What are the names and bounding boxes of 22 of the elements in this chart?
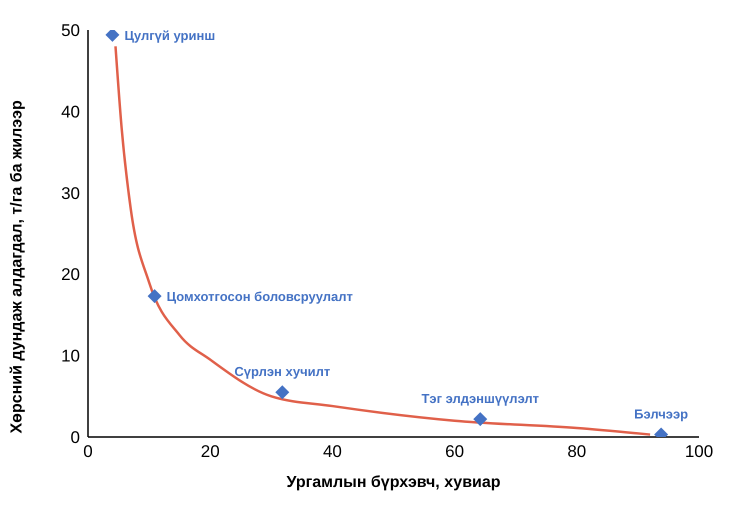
annotation: Бэлчээр <box>634 406 688 422</box>
x-tick-label: 40 <box>322 442 342 462</box>
y-tick-label: 50 <box>61 21 80 40</box>
point <box>473 412 488 426</box>
y-tick-label: 10 <box>61 346 80 366</box>
annotation: Цомхотгосон боловсруулалт <box>166 289 353 304</box>
annotation: Сүрлэн хучилт <box>234 364 330 380</box>
y-tick-label: 30 <box>61 184 80 203</box>
x-tick-label: 60 <box>445 442 464 462</box>
x-tick-label: 100 <box>684 442 714 462</box>
x-tick-label: 20 <box>200 442 220 462</box>
point <box>275 385 290 400</box>
annotation: Тэг элдэншүүлэлт <box>421 391 540 406</box>
y-tick-label: 20 <box>61 265 80 284</box>
x-axis-title: Ургамлын бүрхэвч, хувиар <box>286 474 501 491</box>
y-tick-label: 40 <box>61 102 80 122</box>
annotation: Цулгүй уринш <box>124 28 216 43</box>
y-axis-title: Хөрсний дундаж алдагдал, т/га ба жилээр <box>8 100 26 434</box>
x-tick-label: 80 <box>567 442 586 462</box>
y-tick-label: 0 <box>70 428 80 448</box>
x-tick-label: 0 <box>83 442 93 462</box>
point <box>148 289 162 304</box>
